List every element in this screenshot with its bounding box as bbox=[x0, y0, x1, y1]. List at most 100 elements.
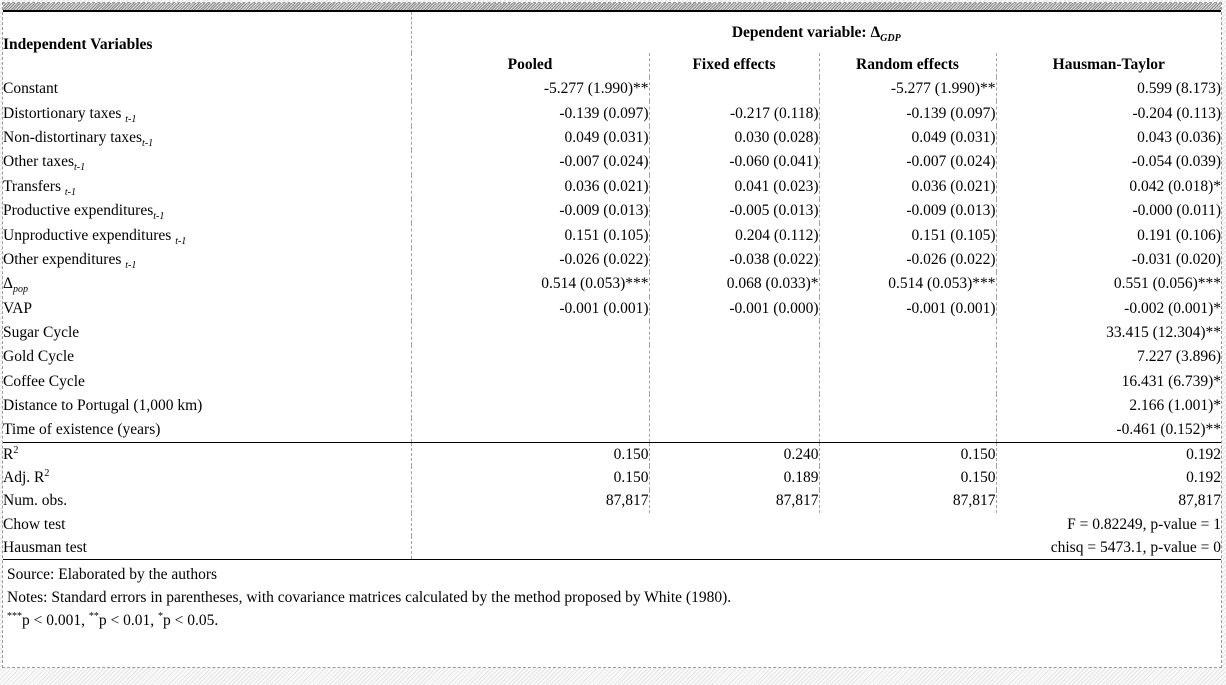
coefficient-cell bbox=[410, 394, 649, 419]
coefficient-cell bbox=[410, 345, 649, 370]
coefficient-cell: -0.007 (0.024) bbox=[410, 150, 649, 175]
stat-cell: 0.189 bbox=[648, 466, 819, 490]
row-label: Constant bbox=[3, 77, 412, 102]
row-label: Δpop bbox=[3, 272, 412, 297]
table-row: Transfers t-1 0.036 (0.021) 0.041 (0.023) 0… bbox=[3, 174, 1222, 199]
coefficient-cell bbox=[648, 418, 819, 443]
coefficient-cell: -0.007 (0.024) bbox=[818, 150, 996, 175]
coefficient-cell: -0.060 (0.041) bbox=[648, 150, 819, 175]
coefficient-cell bbox=[818, 418, 996, 443]
independent-variables-header: Independent Variables bbox=[3, 11, 412, 77]
coefficient-cell bbox=[818, 394, 996, 419]
table-row: Distortionary taxes t-1 -0.139 (0.097) -0.… bbox=[3, 101, 1222, 126]
table-row: VAP -0.001 (0.001) -0.001 (0.000) -0.001 (0… bbox=[3, 296, 1222, 321]
coefficient-cell bbox=[648, 394, 819, 419]
coefficient-cell bbox=[648, 369, 819, 395]
row-label: VAP bbox=[3, 296, 412, 321]
coefficient-cell: 0.049 (0.031) bbox=[410, 125, 649, 151]
row-label: Productive expenditurest-1 bbox=[3, 198, 412, 224]
coefficient-cell: -0.217 (0.118) bbox=[648, 101, 819, 126]
coefficient-cell: -0.038 (0.022) bbox=[648, 247, 819, 273]
column-header-fixed-effects: Fixed effects bbox=[648, 53, 819, 77]
stat-cell: 0.240 bbox=[648, 442, 819, 467]
row-label: Unproductive expenditures t-1 bbox=[3, 223, 412, 248]
coefficient-cell: 0.191 (0.106) bbox=[995, 223, 1222, 248]
stat-cell: 87,817 bbox=[648, 489, 819, 514]
stat-cell: 0.150 bbox=[410, 442, 649, 467]
stats-row: Chow test F = 0.82249, p-value = 1 bbox=[3, 513, 1222, 537]
coefficient-cell: -0.204 (0.113) bbox=[995, 101, 1222, 126]
coefficient-cell bbox=[818, 345, 996, 370]
coefficient-cell: 0.068 (0.033)* bbox=[648, 272, 819, 297]
coefficient-cell bbox=[648, 320, 819, 346]
coefficient-cell bbox=[648, 345, 819, 370]
results-table: Independent Variables Dependent variable… bbox=[3, 10, 1222, 561]
stat-cell: 87,817 bbox=[818, 489, 996, 514]
dependent-variable-symbol: ΔGDP bbox=[870, 23, 901, 44]
table-row: Other taxest-1 -0.007 (0.024) -0.060 (0.04… bbox=[3, 150, 1222, 175]
row-label: Time of existence (years) bbox=[3, 418, 412, 443]
coefficient-cell: -0.001 (0.001) bbox=[818, 296, 996, 321]
coefficient-cell bbox=[648, 77, 819, 102]
coefficient-cell: -0.026 (0.022) bbox=[818, 247, 996, 273]
table-row: Productive expenditurest-1 -0.009 (0.013)… bbox=[3, 198, 1222, 224]
stat-cell: 87,817 bbox=[995, 489, 1222, 514]
coefficient-cell: 0.151 (0.105) bbox=[410, 223, 649, 248]
coefficient-rows: Constant -5.277 (1.990)** -5.277 (1.990)**… bbox=[3, 77, 1222, 443]
coefficient-cell: 7.227 (3.896) bbox=[995, 345, 1222, 370]
stat-label: R2 bbox=[3, 442, 412, 467]
coefficient-cell: 0.036 (0.021) bbox=[410, 174, 649, 199]
coefficient-cell: 2.166 (1.001)* bbox=[995, 394, 1222, 419]
column-header-hausman-taylor: Hausman-Taylor bbox=[995, 53, 1222, 77]
standard-errors-note: Notes: Standard errors in parentheses, w… bbox=[7, 589, 732, 607]
coefficient-cell: 16.431 (6.739)* bbox=[995, 369, 1222, 395]
stats-row: Num. obs. 87,817 87,817 87,817 87,817 bbox=[3, 489, 1222, 514]
coefficient-cell bbox=[410, 320, 649, 346]
coefficient-cell: -0.026 (0.022) bbox=[410, 247, 649, 273]
column-header-random-effects: Random effects bbox=[818, 53, 996, 77]
table-row: Distance to Portugal (1,000 km) 2.166 (1.… bbox=[3, 394, 1222, 419]
coefficient-cell: -0.005 (0.013) bbox=[648, 198, 819, 224]
row-label: Distortionary taxes t-1 bbox=[3, 101, 412, 126]
stat-label: Adj. R2 bbox=[3, 466, 412, 490]
stats-row: R2 0.150 0.240 0.150 0.192 bbox=[3, 442, 1222, 467]
stat-cell: 0.192 bbox=[995, 466, 1222, 490]
coefficient-cell: -0.139 (0.097) bbox=[410, 101, 649, 126]
table-row: Gold Cycle 7.227 (3.896) bbox=[3, 345, 1222, 370]
coefficient-cell: 0.514 (0.053)*** bbox=[410, 272, 649, 297]
dependent-variable-prefix: Dependent variable: bbox=[731, 23, 871, 41]
row-label: Coffee Cycle bbox=[3, 369, 412, 395]
coefficient-cell: 0.043 (0.036) bbox=[995, 125, 1222, 151]
coefficient-cell: 0.514 (0.053)*** bbox=[818, 272, 996, 297]
model-columns-row: Pooled Fixed effects Random effects Haus… bbox=[3, 53, 1222, 77]
coefficient-cell: 0.551 (0.056)*** bbox=[995, 272, 1222, 297]
table-row: Time of existence (years) -0.461 (0.152)*… bbox=[3, 418, 1222, 443]
table-row: Δpop 0.514 (0.053)*** 0.068 (0.033)* 0.514 … bbox=[3, 272, 1222, 297]
coefficient-cell: -0.461 (0.152)** bbox=[995, 418, 1222, 443]
coefficient-cell: 0.036 (0.021) bbox=[818, 174, 996, 199]
table-row: Sugar Cycle 33.415 (12.304)** bbox=[3, 320, 1222, 346]
coefficient-cell bbox=[818, 320, 996, 346]
table-notes: Source: Elaborated by the authors Notes:… bbox=[3, 560, 1221, 632]
row-label: Sugar Cycle bbox=[3, 320, 412, 346]
coefficient-cell: -0.001 (0.000) bbox=[648, 296, 819, 321]
column-header-pooled: Pooled bbox=[507, 56, 553, 73]
coefficient-cell: 0.030 (0.028) bbox=[648, 125, 819, 151]
row-label: Other taxest-1 bbox=[3, 150, 412, 175]
stat-cell: 0.150 bbox=[818, 442, 996, 467]
row-label: Transfers t-1 bbox=[3, 174, 412, 199]
row-label: Distance to Portugal (1,000 km) bbox=[3, 394, 412, 419]
table-row: Coffee Cycle 16.431 (6.739)* bbox=[3, 369, 1222, 395]
coefficient-cell: -0.002 (0.001)* bbox=[995, 296, 1222, 321]
stats-row: Hausman test chisq = 5473.1, p-value = 0 bbox=[3, 536, 1222, 560]
coefficient-cell: 33.415 (12.304)** bbox=[995, 320, 1222, 346]
stat-cell: 0.150 bbox=[410, 466, 649, 490]
table-row: Constant -5.277 (1.990)** -5.277 (1.990)**… bbox=[3, 77, 1222, 102]
table-top-border bbox=[3, 3, 1221, 10]
coefficient-cell bbox=[818, 369, 996, 395]
stat-cell: 87,817 bbox=[410, 489, 649, 514]
stat-test-cell: chisq = 5473.1, p-value = 0 bbox=[410, 536, 1222, 560]
coefficient-cell: -0.139 (0.097) bbox=[818, 101, 996, 126]
coefficient-cell: 0.204 (0.112) bbox=[648, 223, 819, 248]
